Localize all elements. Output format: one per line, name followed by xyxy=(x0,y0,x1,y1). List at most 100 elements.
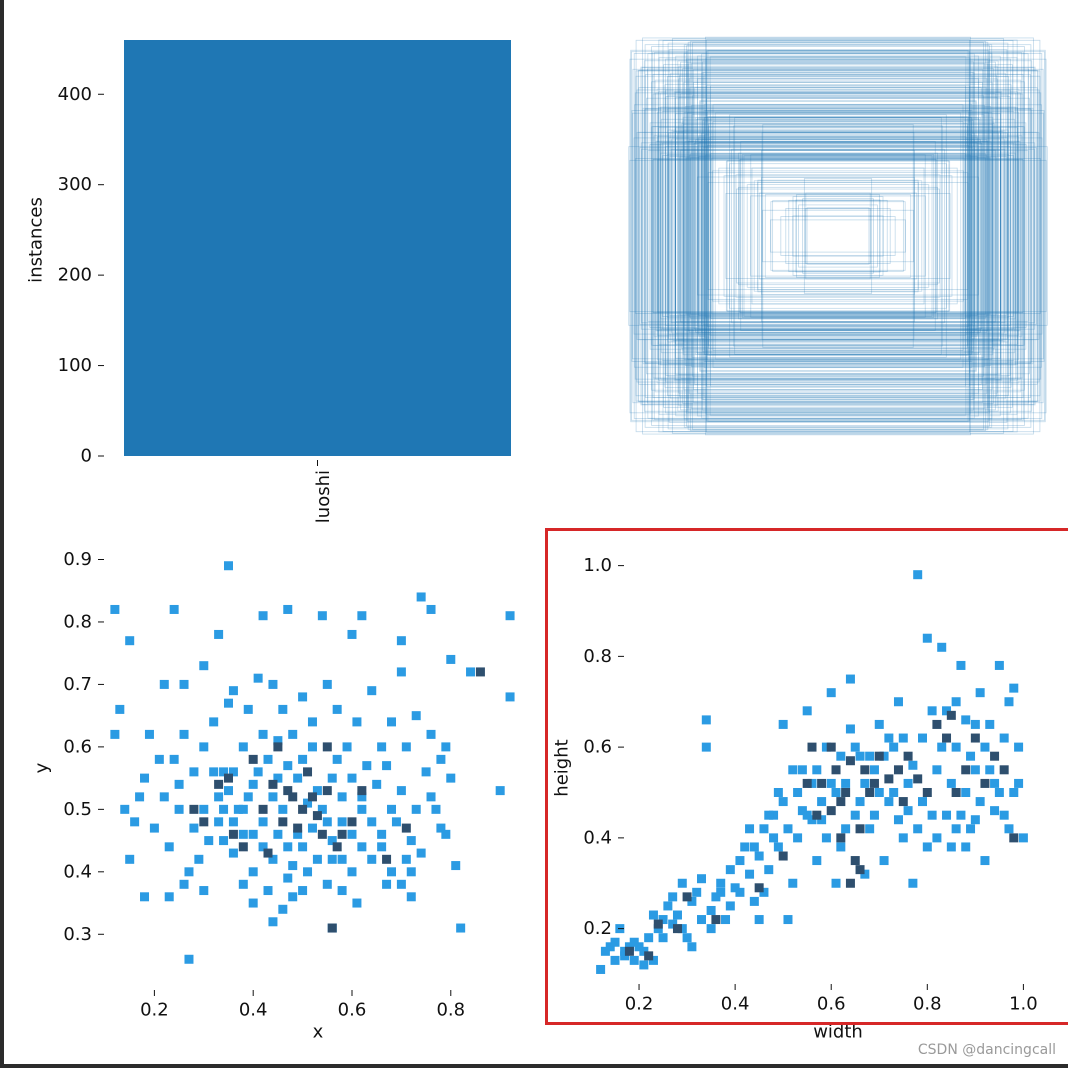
bounding-box xyxy=(667,42,1009,430)
heat-cell xyxy=(812,765,822,775)
heat-cell xyxy=(596,964,606,974)
heat-cell xyxy=(436,754,446,764)
bounding-box xyxy=(632,112,1044,360)
heat-cell xyxy=(778,797,788,807)
y-axis-label: height xyxy=(552,739,573,796)
bounding-box xyxy=(629,58,1047,414)
heat-cell xyxy=(352,717,362,727)
heat-cell-dense xyxy=(322,786,332,796)
bounding-box xyxy=(710,153,966,319)
heat-cell-dense xyxy=(817,778,827,788)
heat-cell xyxy=(268,854,278,864)
heat-cell xyxy=(677,878,687,888)
heat-cell xyxy=(179,679,189,689)
bounding-box xyxy=(682,116,994,356)
heat-cell-dense xyxy=(812,810,822,820)
bounding-box xyxy=(704,116,972,356)
heat-cell xyxy=(228,817,238,827)
heat-cell xyxy=(337,854,347,864)
heat-cell xyxy=(258,842,268,852)
heat-cell-dense xyxy=(357,786,367,796)
bounding-box xyxy=(701,61,975,411)
heat-cell xyxy=(836,751,846,761)
bounding-box xyxy=(764,194,912,278)
bounding-box xyxy=(675,127,1001,345)
heat-cell-dense xyxy=(990,751,1000,761)
bounding-box xyxy=(666,154,1010,318)
heat-cell xyxy=(889,787,899,797)
heat-cell xyxy=(697,874,706,884)
bounding-box xyxy=(642,37,1034,435)
bounding-box xyxy=(674,91,1002,381)
bounding-box xyxy=(702,119,974,353)
heat-cell-dense xyxy=(845,878,855,888)
heat-cell xyxy=(189,767,199,777)
heat-cell xyxy=(605,942,615,952)
heat-cell xyxy=(946,842,956,852)
bounding-box xyxy=(662,40,1014,432)
heat-cell xyxy=(184,954,194,964)
heat-cell xyxy=(1014,778,1024,788)
heat-cell-dense xyxy=(898,797,908,807)
bounding-box xyxy=(629,159,1047,313)
heat-cell xyxy=(495,786,505,796)
heat-cell xyxy=(179,879,189,889)
bounding-box xyxy=(652,93,1024,379)
bounding-box xyxy=(688,139,988,333)
bounding-box xyxy=(658,56,1018,416)
heat-cell xyxy=(169,604,179,614)
bounding-box xyxy=(656,141,1020,331)
heat-cell xyxy=(406,892,416,902)
bounding-box xyxy=(761,149,915,323)
bounding-box xyxy=(681,123,995,349)
bounding-box xyxy=(682,123,994,349)
bounding-box xyxy=(650,126,1026,346)
heat-cell xyxy=(653,924,663,934)
heat-cell xyxy=(749,896,759,906)
heat-cell xyxy=(278,904,288,914)
x-axis-label: x xyxy=(313,1022,324,1043)
heat-cell xyxy=(966,751,976,761)
heat-cell-dense xyxy=(248,754,258,764)
heat-cell-dense xyxy=(653,919,663,929)
heat-cell xyxy=(658,915,668,925)
bounding-box xyxy=(805,192,871,280)
bounding-box xyxy=(659,142,1017,330)
bounding-box xyxy=(647,150,1029,322)
bounding-box xyxy=(739,158,937,314)
heat-cell xyxy=(610,937,620,947)
heat-cell xyxy=(293,829,303,839)
bounding-box xyxy=(682,120,994,352)
bounding-box xyxy=(796,194,880,278)
heat-cell xyxy=(999,810,1009,820)
x-tick-label: 0.2 xyxy=(625,994,654,1015)
bounding-box xyxy=(683,52,993,420)
heat-cell xyxy=(505,611,515,621)
bounding-box xyxy=(677,60,999,412)
bounding-box xyxy=(678,78,998,394)
y-tick-label: 1.0 xyxy=(583,555,612,576)
heat-cell-dense xyxy=(841,787,851,797)
heat-cell xyxy=(692,887,702,897)
bounding-box xyxy=(658,39,1018,433)
heat-cell xyxy=(884,797,894,807)
heat-cell xyxy=(903,778,913,788)
bounding-box xyxy=(628,146,1048,326)
heat-cell-dense xyxy=(327,923,337,933)
bounding-box xyxy=(701,138,975,334)
bounding-box xyxy=(753,180,923,292)
bounding-box xyxy=(703,74,973,398)
bounding-box xyxy=(656,88,1020,384)
heat-cell xyxy=(620,951,630,961)
bounding-box xyxy=(698,142,978,330)
heat-cell xyxy=(908,760,918,770)
heat-cell-dense xyxy=(874,751,884,761)
heat-cell xyxy=(347,773,357,783)
heat-cell xyxy=(258,817,268,827)
heat-cell xyxy=(387,804,397,814)
heat-cell xyxy=(788,765,798,775)
heat-cell xyxy=(219,836,229,846)
heat-cell xyxy=(406,836,416,846)
heat-cell xyxy=(159,792,169,802)
